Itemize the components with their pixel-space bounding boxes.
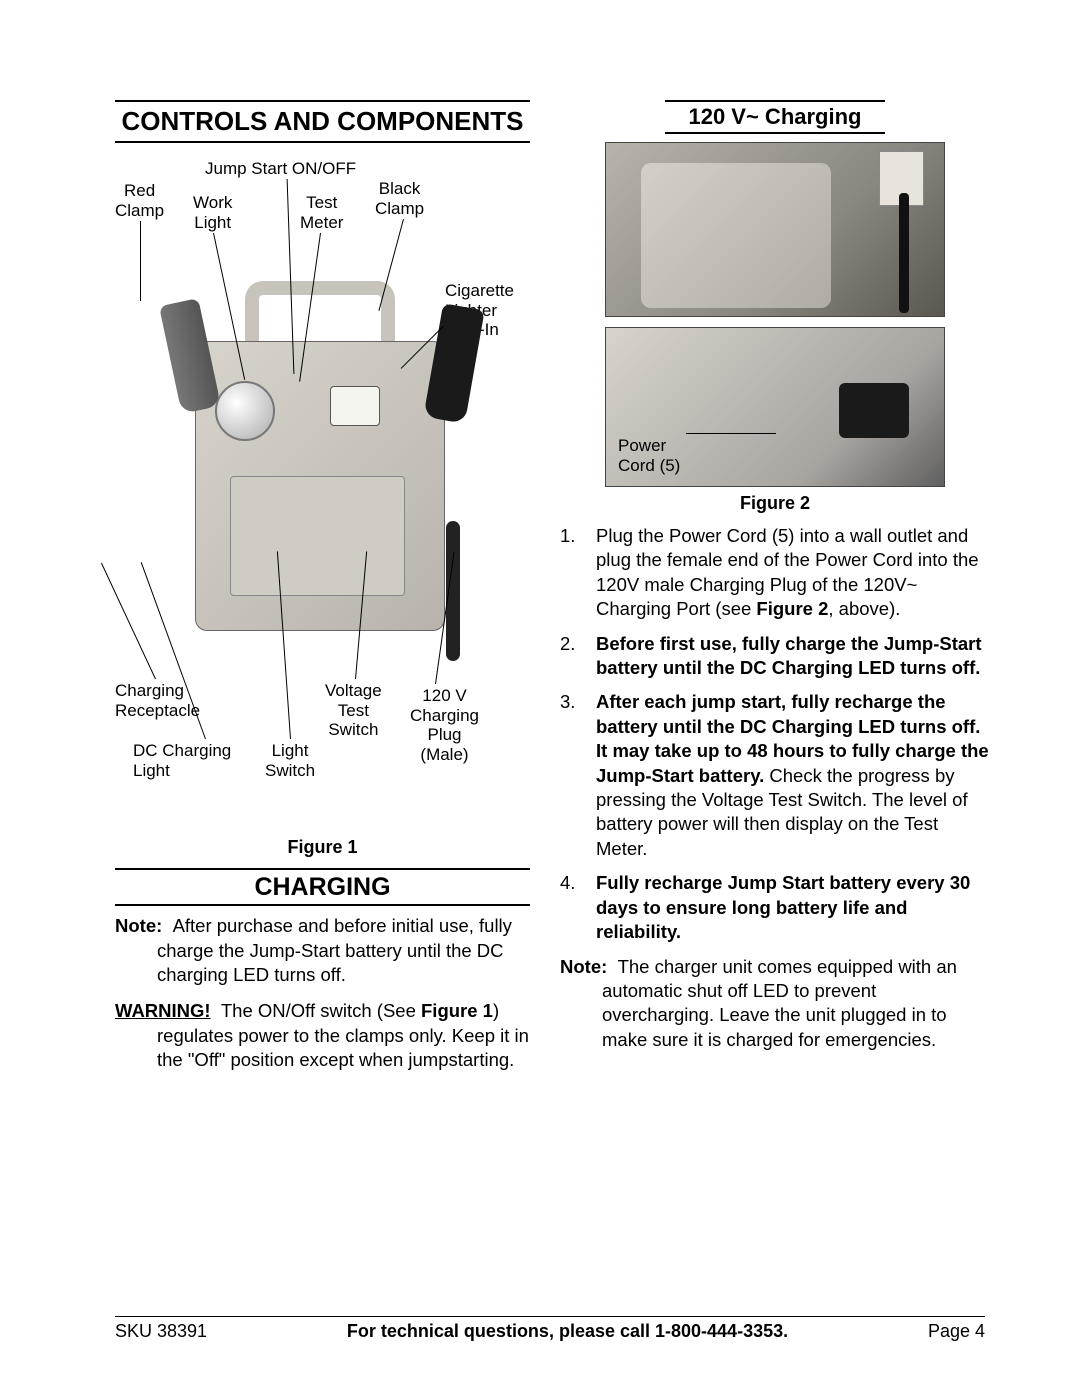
warning-text-a: The ON/Off switch (See — [221, 1000, 421, 1021]
step-2-text: Before first use, fully charge the Jump-… — [596, 633, 982, 678]
callout-dc-charging-light: DC Charging Light — [133, 741, 231, 780]
callout-voltage-test: Voltage Test Switch — [325, 681, 382, 740]
charging-120v-title: 120 V~ Charging — [665, 100, 885, 134]
note-text: After purchase and before initial use, f… — [157, 915, 512, 985]
footer-support: For technical questions, please call 1-8… — [347, 1321, 788, 1341]
figure-1-diagram: Red Clamp Work Light Jump Start ON/OFF T… — [115, 151, 530, 831]
callout-jump-onoff: Jump Start ON/OFF — [205, 159, 356, 179]
step-4-text: Fully recharge Jump Start battery every … — [596, 872, 970, 942]
note2-text: The charger unit comes equipped with an … — [602, 956, 957, 1050]
step-2: 2. Before first use, fully charge the Ju… — [560, 632, 990, 681]
footer-sku: SKU 38391 — [115, 1321, 207, 1342]
step-1: 1. Plug the Power Cord (5) into a wall o… — [560, 524, 990, 622]
figure-1-caption: Figure 1 — [115, 837, 530, 858]
figure-2-photo-bottom: Power Cord (5) — [605, 327, 945, 487]
power-cord-label: Power Cord (5) — [618, 436, 680, 476]
callout-test-meter: Test Meter — [300, 193, 343, 232]
controls-title: CONTROLS AND COMPONENTS — [115, 100, 530, 143]
callout-charging-plug: 120 V Charging Plug (Male) — [410, 686, 479, 764]
charging-warning: WARNING! The ON/Off switch (See Figure 1… — [115, 999, 530, 1072]
callout-light-switch: Light Switch — [265, 741, 315, 780]
warning-fig-ref: Figure 1 — [421, 1000, 493, 1021]
page-footer: SKU 38391 For technical questions, pleas… — [115, 1316, 985, 1342]
figure-2-caption: Figure 2 — [560, 493, 990, 514]
right-note: Note: The charger unit comes equipped wi… — [560, 955, 990, 1053]
warning-label: WARNING! — [115, 1000, 211, 1021]
charging-note: Note: After purchase and before initial … — [115, 914, 530, 987]
callout-red-clamp: Red Clamp — [115, 181, 164, 220]
step-1b: , above). — [828, 598, 900, 619]
note-label: Note: — [115, 915, 162, 936]
step-4: 4. Fully recharge Jump Start battery eve… — [560, 871, 990, 944]
device-illustration — [170, 281, 470, 641]
step-3: 3. After each jump start, fully recharge… — [560, 690, 990, 861]
callout-black-clamp: Black Clamp — [375, 179, 424, 218]
figure-2-photo-top — [605, 142, 945, 317]
charging-title: CHARGING — [115, 868, 530, 906]
callout-work-light: Work Light — [193, 193, 232, 232]
step-1-fig: Figure 2 — [756, 598, 828, 619]
note2-label: Note: — [560, 956, 607, 977]
footer-page: Page 4 — [928, 1321, 985, 1342]
